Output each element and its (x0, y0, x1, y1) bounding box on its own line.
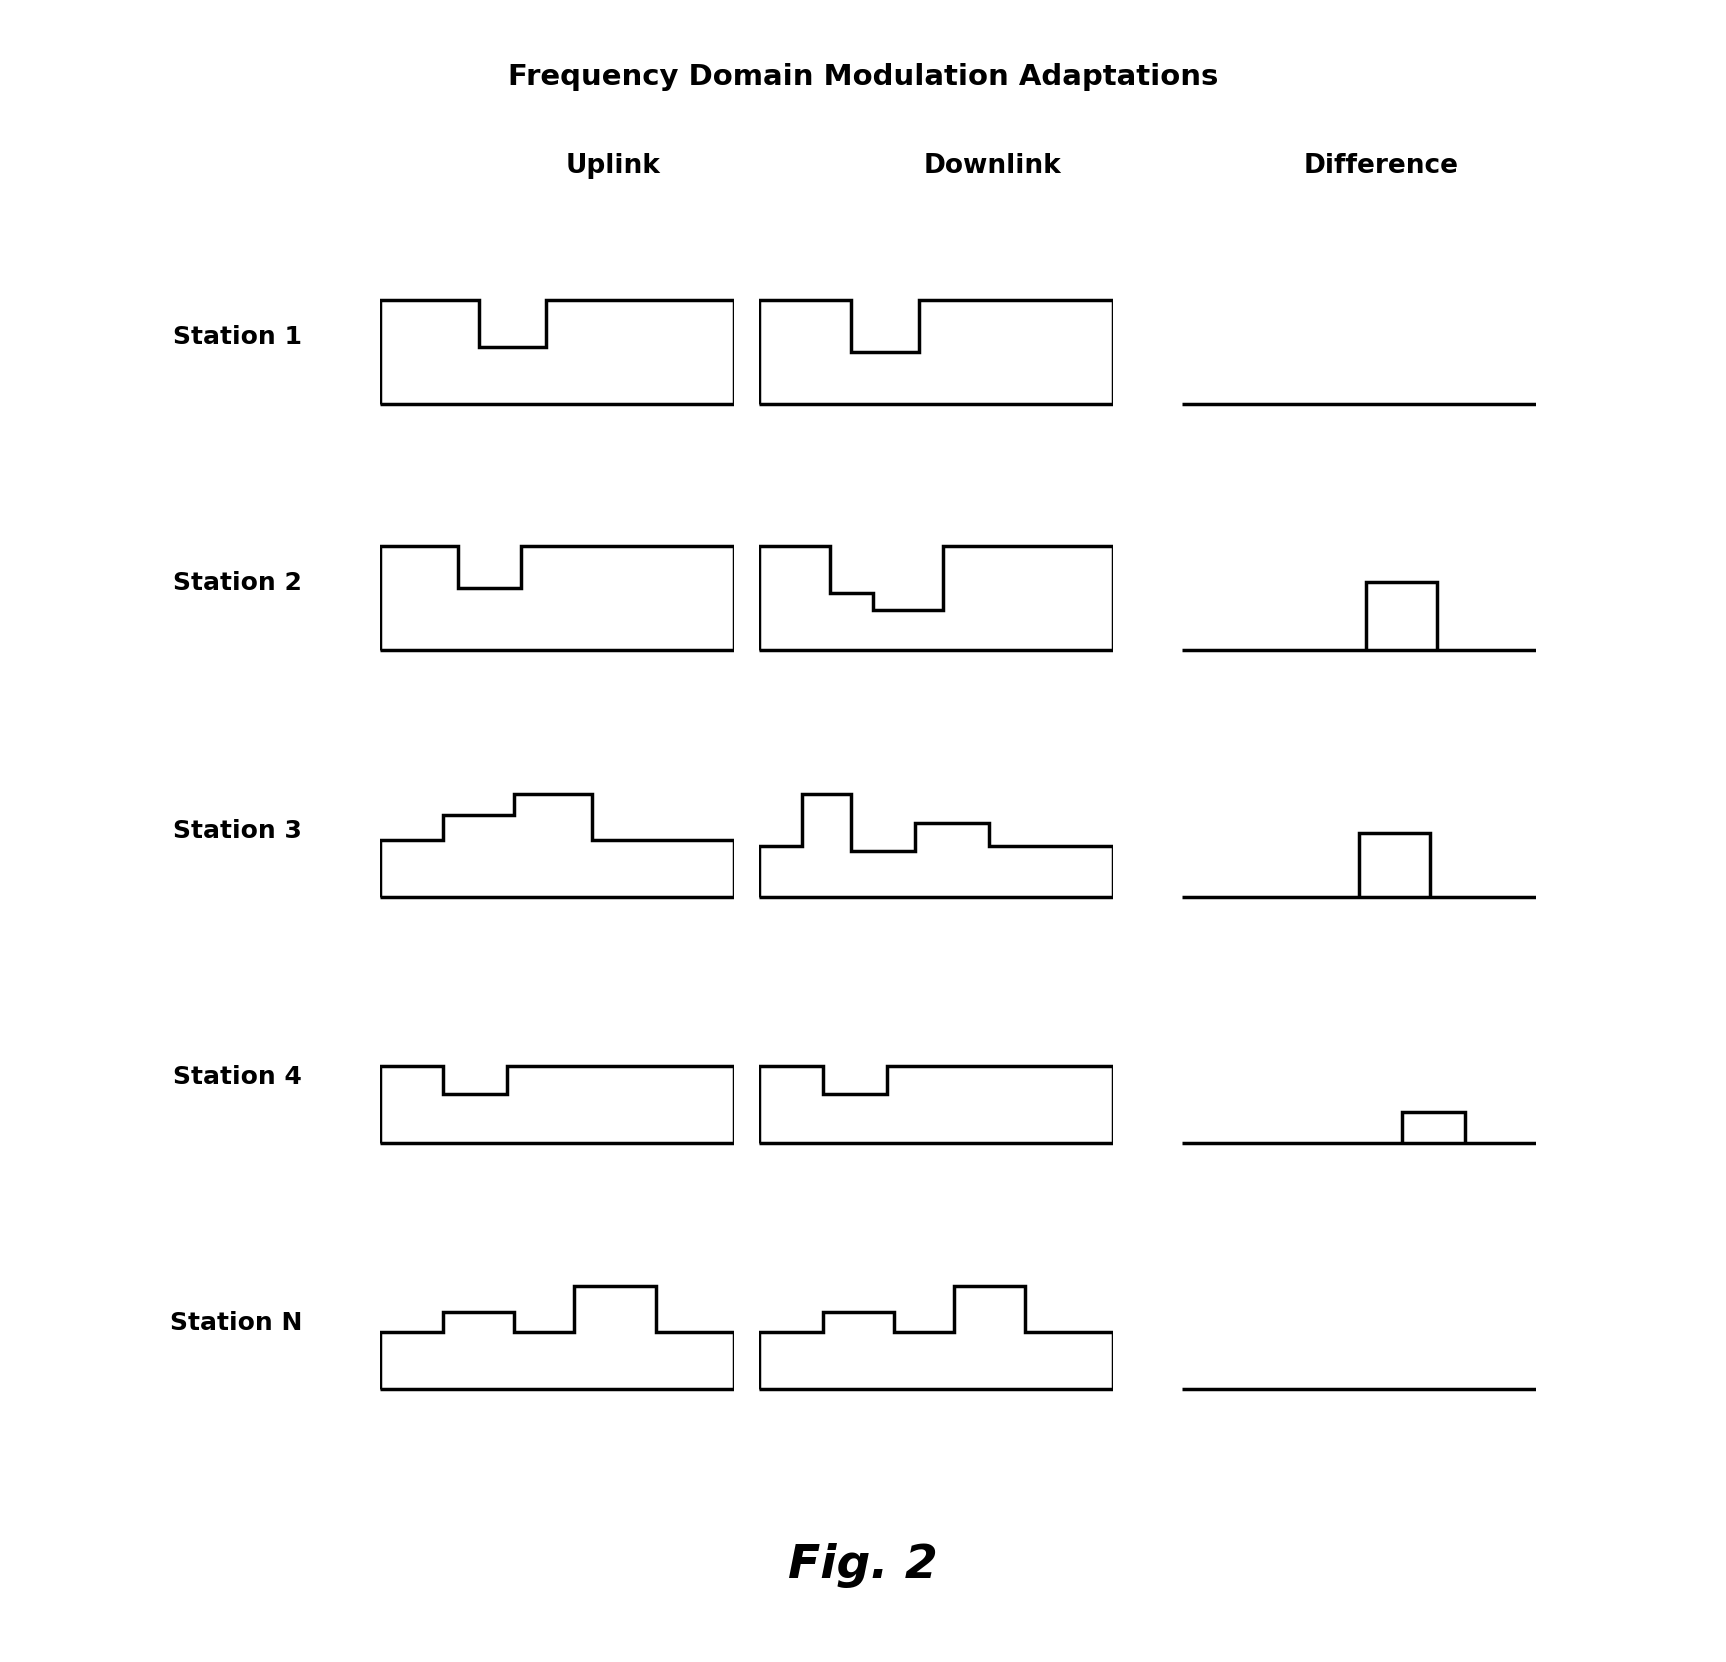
Text: Frequency Domain Modulation Adaptations: Frequency Domain Modulation Adaptations (507, 63, 1219, 91)
Text: Downlink: Downlink (923, 153, 1061, 179)
Text: Station 2: Station 2 (173, 572, 302, 595)
Text: Station 3: Station 3 (173, 819, 302, 843)
Text: Fig. 2: Fig. 2 (789, 1542, 937, 1589)
Text: Difference: Difference (1303, 153, 1458, 179)
Text: Station N: Station N (169, 1311, 302, 1335)
Text: Uplink: Uplink (566, 153, 659, 179)
Text: Station 4: Station 4 (173, 1065, 302, 1089)
Text: Station 1: Station 1 (173, 326, 302, 349)
